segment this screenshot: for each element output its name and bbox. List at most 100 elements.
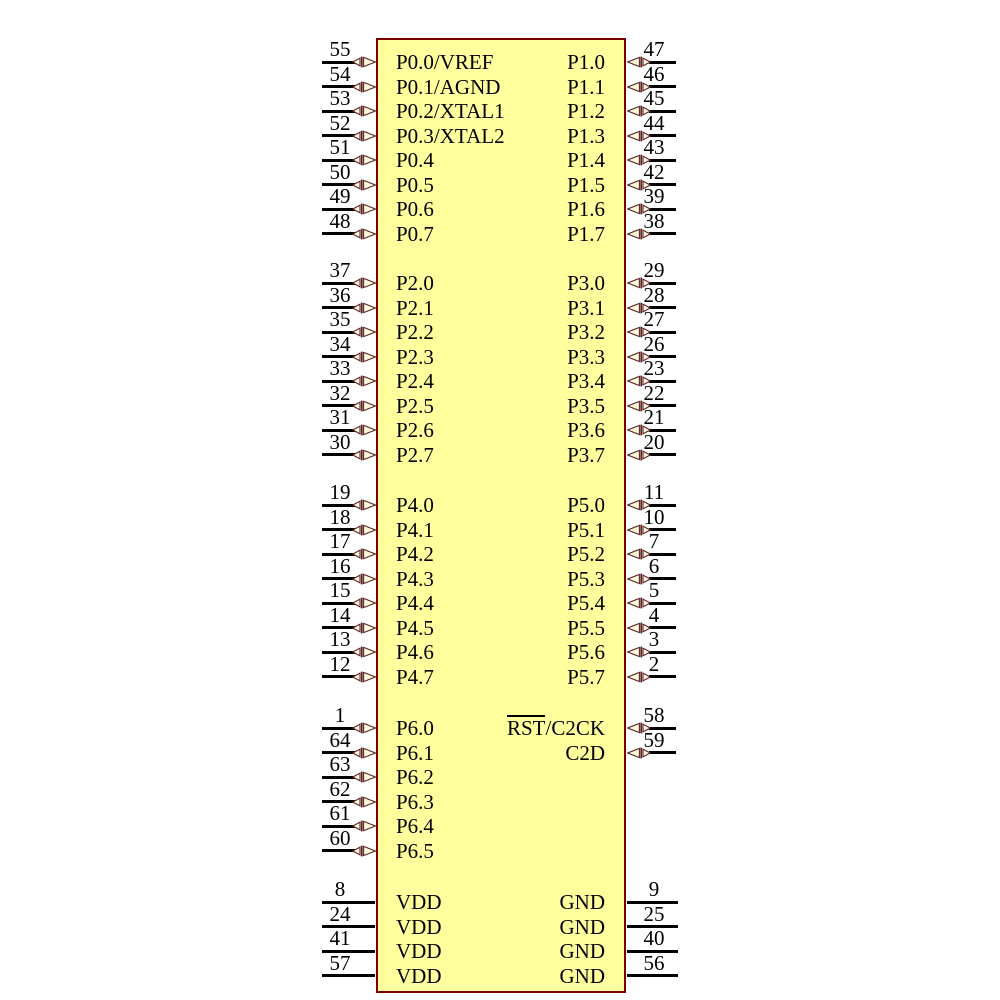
- pin-43-line: [649, 158, 676, 162]
- pin-30-number: 30: [329, 429, 351, 454]
- pin-56-line: [627, 974, 678, 977]
- pin-12-bidir-arrow-icon: [351, 670, 377, 684]
- pin-18-label: P4.1: [396, 517, 434, 542]
- pin-55-line: [322, 60, 356, 64]
- chip-body: [376, 38, 626, 993]
- pin-36-line: [322, 306, 356, 309]
- pin-49-label: P0.6: [396, 197, 434, 221]
- pin-37-bidir-arrow-icon: [351, 276, 377, 290]
- pin-48-label: P0.7: [396, 221, 434, 246]
- pin-35-line: [322, 330, 356, 334]
- pin-7-number: 7: [648, 529, 660, 553]
- pin-3-number: 3: [648, 627, 660, 651]
- pin-57-label: VDD: [396, 963, 442, 988]
- pin-11-line: [649, 503, 676, 507]
- pin-53-line: [322, 109, 356, 113]
- pin-58-label: RST/C2CK: [506, 715, 605, 741]
- pin-59-bidir-arrow-icon: [626, 746, 652, 760]
- pin-26-label: P3.3: [567, 344, 605, 369]
- pin-51-line: [322, 158, 356, 162]
- pin-43-bidir-arrow-icon: [626, 153, 652, 167]
- pin-12-label: P4.7: [396, 664, 434, 689]
- pin-18-bidir-arrow-icon: [351, 523, 377, 537]
- pin-37-line: [322, 281, 356, 285]
- pin-15-line: [322, 601, 356, 605]
- pin-24-label: VDD: [396, 914, 442, 939]
- pin-4-line: [649, 626, 676, 629]
- pin-61-label: P6.4: [396, 814, 434, 838]
- pin-39-number: 39: [643, 184, 665, 208]
- pin-20-bidir-arrow-icon: [626, 448, 652, 462]
- pin-6-bidir-arrow-icon: [626, 572, 652, 586]
- pin-64-number: 64: [329, 727, 351, 752]
- pin-35-bidir-arrow-icon: [351, 325, 377, 339]
- pin-33-bidir-arrow-icon: [351, 374, 377, 388]
- pin-61-line: [322, 824, 356, 828]
- pin-17-line: [322, 552, 356, 556]
- pin-20-label: P3.7: [567, 442, 605, 467]
- pin-47-label: P1.0: [567, 50, 605, 74]
- pin-44-line: [649, 134, 676, 137]
- pin-45-label: P1.2: [567, 99, 605, 123]
- pin-59-number: 59: [643, 727, 665, 752]
- pin-47-line: [649, 60, 676, 64]
- pin-55-bidir-arrow-icon: [351, 55, 377, 69]
- pin-48-bidir-arrow-icon: [351, 227, 377, 241]
- pin-46-number: 46: [643, 61, 665, 86]
- pin-64-bidir-arrow-icon: [351, 746, 377, 760]
- pin-52-line: [322, 134, 356, 137]
- pin-58-bidir-arrow-icon: [626, 721, 652, 735]
- pin-22-line: [649, 404, 676, 407]
- pin-16-label: P4.3: [396, 566, 434, 591]
- pin-63-bidir-arrow-icon: [351, 770, 377, 784]
- pin-14-bidir-arrow-icon: [351, 621, 377, 635]
- pin-10-line: [649, 528, 676, 531]
- pin-3-line: [649, 650, 676, 654]
- pin-1-line: [322, 726, 356, 730]
- pin-4-number: 4: [648, 602, 660, 627]
- pin-15-number: 15: [329, 578, 351, 602]
- pin-41-number: 41: [329, 926, 351, 950]
- pin-15-bidir-arrow-icon: [351, 596, 377, 610]
- pin-29-number: 29: [643, 258, 665, 282]
- pin-17-label: P4.2: [396, 542, 434, 566]
- pin-58-line: [649, 726, 676, 730]
- pin-49-number: 49: [329, 184, 351, 208]
- pin-2-number: 2: [648, 651, 660, 676]
- pin-22-number: 22: [643, 380, 665, 405]
- pin-50-label: P0.5: [396, 172, 434, 197]
- pin-40-number: 40: [643, 926, 665, 950]
- pin-2-bidir-arrow-icon: [626, 670, 652, 684]
- pin-58-label-overline: RST: [506, 715, 546, 740]
- pin-37-number: 37: [329, 258, 351, 282]
- pin-57-number: 57: [329, 950, 351, 975]
- pin-19-label: P4.0: [396, 493, 434, 517]
- pin-6-label: P5.3: [567, 566, 605, 591]
- pin-34-number: 34: [329, 331, 351, 356]
- pin-33-line: [322, 379, 356, 383]
- pin-27-label: P3.2: [567, 320, 605, 344]
- pin-21-number: 21: [643, 405, 665, 429]
- pin-42-bidir-arrow-icon: [626, 178, 652, 192]
- pin-50-line: [322, 183, 356, 186]
- pin-8-number: 8: [334, 877, 346, 901]
- pin-12-line: [322, 675, 356, 678]
- pin-50-bidir-arrow-icon: [351, 178, 377, 192]
- pin-46-label: P1.1: [567, 74, 605, 99]
- pin-40-line: [627, 949, 678, 953]
- pin-32-number: 32: [329, 380, 351, 405]
- pin-1-label: P6.0: [396, 716, 434, 740]
- pin-4-bidir-arrow-icon: [626, 621, 652, 635]
- pin-48-line: [322, 232, 356, 235]
- pin-14-label: P4.5: [396, 615, 434, 640]
- pin-27-number: 27: [643, 307, 665, 331]
- pin-34-bidir-arrow-icon: [351, 350, 377, 364]
- pin-1-number: 1: [334, 703, 346, 727]
- pin-14-line: [322, 626, 356, 629]
- pin-45-number: 45: [643, 86, 665, 110]
- pin-30-label: P2.7: [396, 442, 434, 467]
- pin-10-number: 10: [643, 504, 665, 529]
- pin-20-number: 20: [643, 429, 665, 454]
- pin-13-label: P4.6: [396, 640, 434, 664]
- pin-53-bidir-arrow-icon: [351, 104, 377, 118]
